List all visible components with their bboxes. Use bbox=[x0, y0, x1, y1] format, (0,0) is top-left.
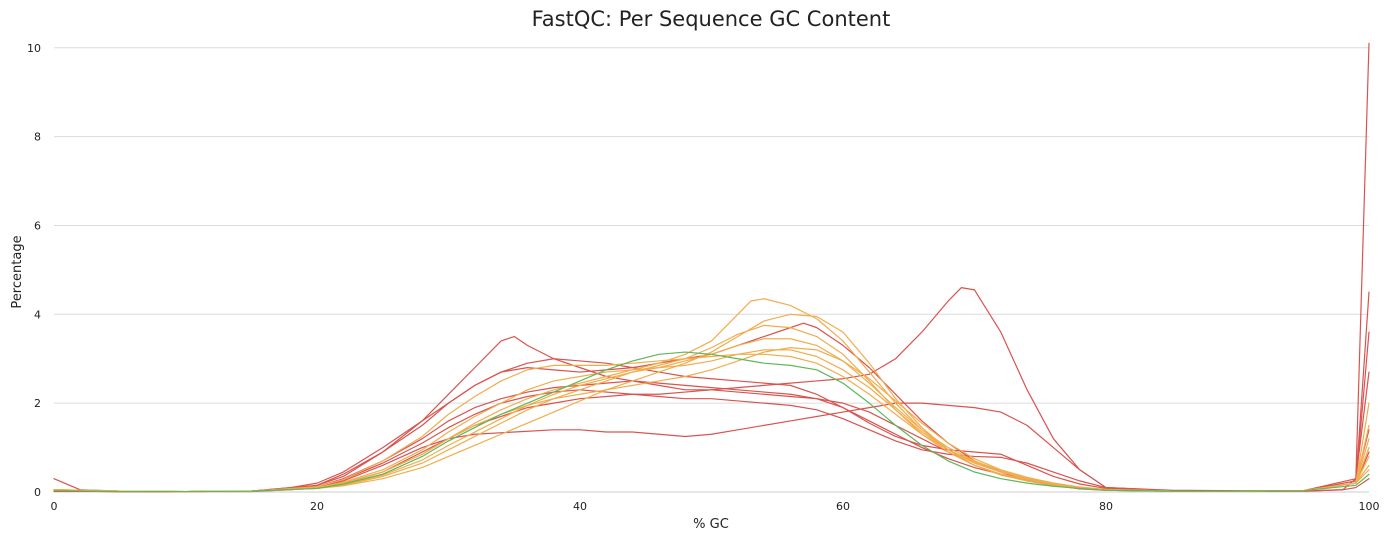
series-line-fail-6 bbox=[53, 389, 1370, 493]
series-line-warn-13 bbox=[53, 347, 1370, 493]
series-line-fail-3 bbox=[53, 322, 1370, 493]
x-tick-label: 0 bbox=[51, 500, 58, 513]
x-tick-label: 100 bbox=[1359, 500, 1380, 513]
y-tick-label: 10 bbox=[27, 42, 41, 55]
series-line-warn-10 bbox=[53, 349, 1370, 493]
series-line-warn-11 bbox=[53, 353, 1370, 493]
series-line-fail-1 bbox=[53, 42, 1370, 493]
series-line-warn-9 bbox=[53, 338, 1370, 493]
y-tick-label: 8 bbox=[34, 131, 41, 144]
x-tick-label: 20 bbox=[310, 500, 324, 513]
series-lines bbox=[53, 42, 1370, 493]
series-line-fail-5 bbox=[53, 358, 1370, 493]
chart-title: FastQC: Per Sequence GC Content bbox=[532, 7, 891, 31]
y-tick-label: 6 bbox=[34, 219, 41, 232]
grid-lines bbox=[54, 47, 1369, 404]
y-axis-ticks: 0 2 4 6 8 10 bbox=[27, 42, 41, 499]
x-axis-ticks: 0 20 40 60 80 100 bbox=[51, 500, 1380, 513]
x-tick-label: 60 bbox=[836, 500, 850, 513]
y-tick-label: 0 bbox=[34, 486, 41, 499]
series-line-pass-14 bbox=[53, 351, 1370, 493]
series-line-warn-7 bbox=[53, 298, 1370, 493]
series-line-fail-2 bbox=[53, 291, 1370, 493]
series-line-warn-8 bbox=[53, 324, 1370, 493]
x-tick-label: 80 bbox=[1099, 500, 1113, 513]
x-axis-label: % GC bbox=[693, 517, 729, 532]
x-tick-label: 40 bbox=[573, 500, 587, 513]
y-tick-label: 2 bbox=[34, 397, 41, 410]
y-axis-label: Percentage bbox=[10, 235, 25, 308]
y-tick-label: 4 bbox=[34, 308, 41, 321]
